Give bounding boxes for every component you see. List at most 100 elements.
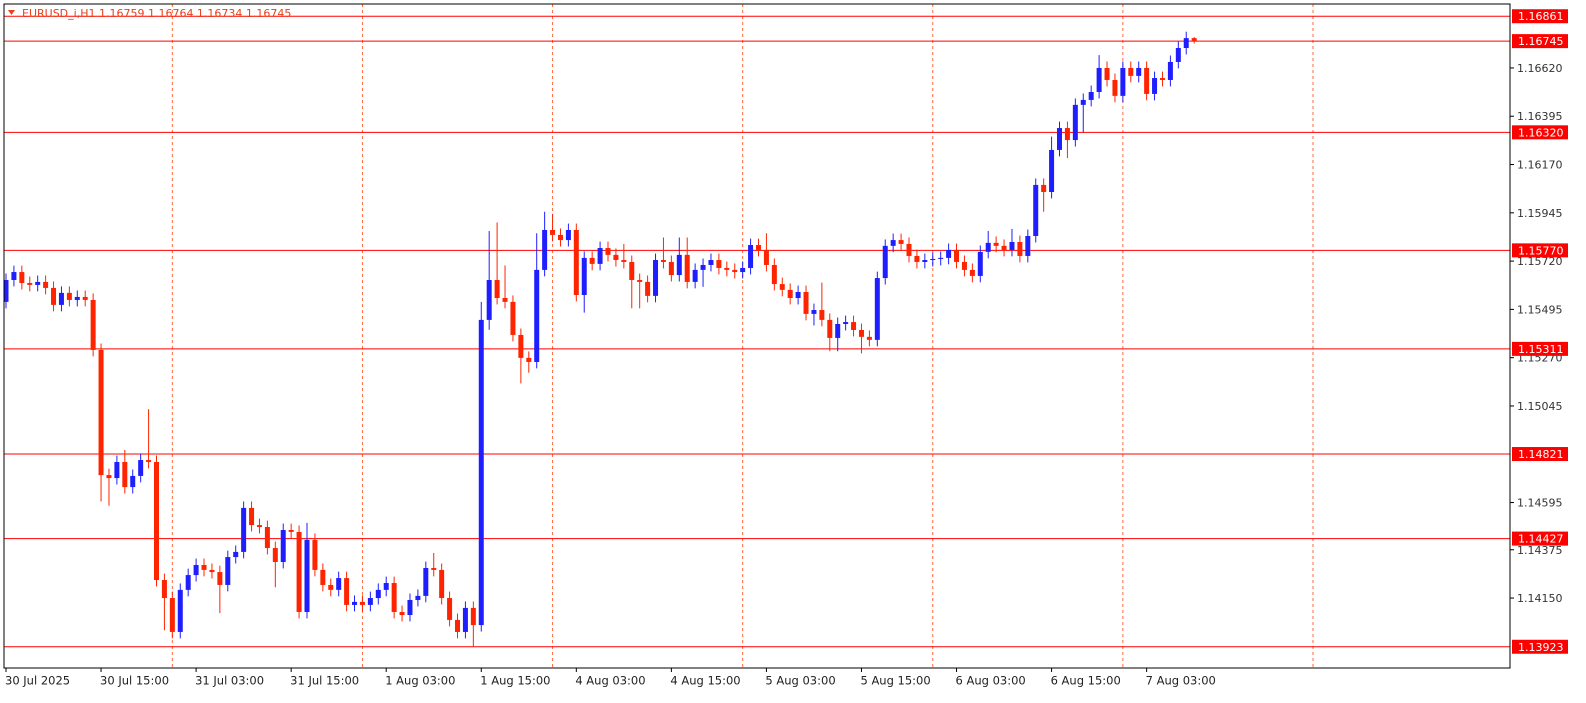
candle-body <box>977 251 983 276</box>
candle-body <box>486 279 492 320</box>
candle-body <box>462 607 468 632</box>
candle-body <box>969 269 975 276</box>
candle-body <box>890 240 896 246</box>
candle-body <box>961 261 967 270</box>
candle-body <box>866 336 872 340</box>
y-tick-label: 1.15045 <box>1517 400 1563 413</box>
candle-body <box>542 229 548 270</box>
candle-body <box>621 260 627 262</box>
candle-body <box>423 567 429 596</box>
candle-body <box>1144 67 1150 94</box>
candle-body <box>272 548 278 562</box>
level-box <box>1512 125 1568 140</box>
level-label: 1.16320 <box>1518 126 1564 139</box>
candle-body <box>288 530 294 532</box>
candle-body <box>185 575 191 590</box>
y-tick-label: 1.16620 <box>1517 62 1563 75</box>
candle-body <box>637 279 643 282</box>
candle-body <box>312 539 318 570</box>
candle-body <box>399 611 405 615</box>
level-box <box>1512 243 1568 258</box>
candle-body <box>922 260 928 262</box>
candle-body <box>328 584 334 590</box>
candle-body <box>906 243 912 256</box>
candle-body <box>209 569 215 573</box>
x-tick-label: 4 Aug 15:00 <box>670 674 740 688</box>
candle-body <box>1120 67 1126 96</box>
level-box <box>1512 639 1568 654</box>
level-box <box>1512 531 1568 546</box>
header-arrow[interactable] <box>8 10 15 15</box>
candle-body <box>90 299 96 350</box>
candle-body <box>146 460 152 462</box>
y-tick-label: 1.15495 <box>1517 303 1563 316</box>
candle-body <box>914 255 920 262</box>
y-tick-label: 1.16395 <box>1517 110 1563 123</box>
x-tick-label: 1 Aug 15:00 <box>480 674 550 688</box>
level-label: 1.13923 <box>1518 641 1564 654</box>
x-tick-label: 5 Aug 15:00 <box>860 674 930 688</box>
candle-body <box>1096 67 1102 92</box>
y-tick-label: 1.16170 <box>1517 159 1563 172</box>
candle-body <box>383 583 389 590</box>
candle-body <box>82 296 88 300</box>
candle-body <box>851 322 857 330</box>
candle-body <box>58 292 64 305</box>
candle-body <box>43 281 49 288</box>
candle-body <box>787 289 793 299</box>
level-label: 1.15770 <box>1518 244 1564 257</box>
candle-body <box>700 264 706 270</box>
candle-body <box>985 242 991 252</box>
candle-body <box>249 507 255 526</box>
y-tick-label: 1.14595 <box>1517 497 1563 510</box>
x-tick-label: 31 Jul 15:00 <box>290 674 359 688</box>
candle-body <box>375 589 381 599</box>
plot-frame <box>3 3 1511 669</box>
candle-body <box>19 272 25 283</box>
candle-body <box>803 292 809 314</box>
candle-body <box>526 357 532 362</box>
candle-body <box>565 229 571 241</box>
grid-layer <box>171 4 1314 668</box>
candle-body <box>930 258 936 261</box>
candle-body <box>534 269 540 362</box>
axis-layer: 1.16620 1.16395 1.16170 1.15945 1.15720 1.154… <box>5 9 1568 688</box>
candle-body <box>771 264 777 285</box>
candle-body <box>660 260 666 262</box>
level-label: 1.14427 <box>1518 533 1564 546</box>
candle-body <box>35 281 41 285</box>
candle-body <box>993 242 999 246</box>
level-label: 1.15311 <box>1518 343 1564 356</box>
x-tick-label: 6 Aug 03:00 <box>956 674 1026 688</box>
candle-body <box>573 229 579 296</box>
candle-body <box>1136 67 1142 76</box>
candle-body <box>161 580 167 599</box>
candle-body <box>447 598 453 620</box>
x-tick-label: 1 Aug 03:00 <box>385 674 455 688</box>
candle-body <box>1001 245 1007 250</box>
candle-body <box>296 531 302 612</box>
candle-body <box>66 292 72 300</box>
candle-body <box>169 598 175 632</box>
candle-body <box>668 261 674 276</box>
candle-body <box>344 578 350 605</box>
candle-body <box>763 249 769 265</box>
candle-body <box>748 245 754 268</box>
candle-body <box>645 281 651 296</box>
current-price-box <box>1512 34 1568 49</box>
y-tick-label: 1.15945 <box>1517 207 1563 220</box>
candle-body <box>1128 67 1134 76</box>
x-tick-label: 31 Jul 03:00 <box>195 674 264 688</box>
candle-body <box>1041 184 1047 192</box>
candle-body <box>1175 47 1181 62</box>
candle-body <box>391 583 397 612</box>
current-price-label: 1.16745 <box>1518 35 1564 48</box>
candle-body <box>3 279 9 302</box>
candle-body <box>684 254 690 282</box>
candle-body <box>732 269 738 273</box>
candle-body <box>708 260 714 265</box>
candle-body <box>431 567 437 570</box>
candle-body <box>954 249 960 262</box>
